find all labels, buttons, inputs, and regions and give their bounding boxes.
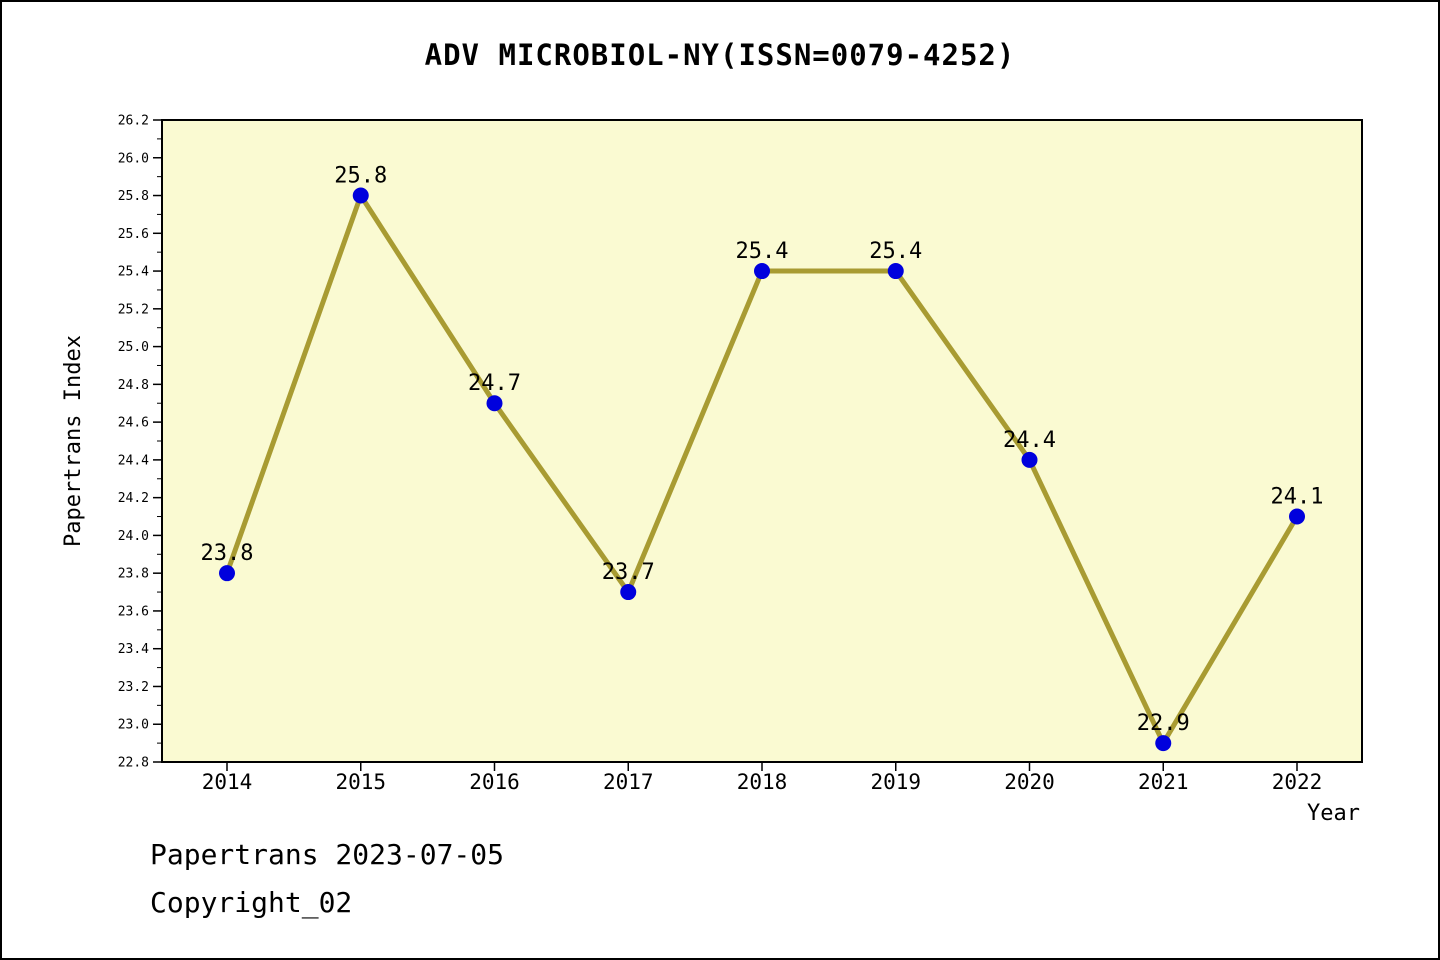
chart-title: ADV MICROBIOL-NY(ISSN=0079-4252) <box>424 38 1016 72</box>
x-tick-label: 2014 <box>202 770 253 794</box>
data-point <box>887 263 904 280</box>
data-point <box>352 187 369 204</box>
data-point-label: 25.4 <box>736 239 789 264</box>
data-point <box>1289 508 1305 525</box>
data-point-label: 23.7 <box>602 560 655 585</box>
x-axis-title: Year <box>1307 801 1360 826</box>
x-tick-label: 2021 <box>1138 770 1189 794</box>
footer-copyright: Copyright_02 <box>150 886 353 919</box>
data-point-label: 24.4 <box>1003 428 1056 453</box>
y-tick-label: 25.0 <box>118 340 149 355</box>
x-tick-label: 2017 <box>603 770 654 794</box>
data-point-label: 24.7 <box>468 371 521 396</box>
y-axis-title: Papertrans Index <box>61 335 86 547</box>
y-tick-label: 23.2 <box>118 680 149 695</box>
y-tick-label: 24.0 <box>118 529 149 544</box>
data-point-label: 22.9 <box>1137 711 1190 736</box>
data-point <box>620 584 637 601</box>
y-tick-label: 23.0 <box>118 718 149 733</box>
y-tick-label: 22.8 <box>118 756 149 771</box>
data-point <box>1155 735 1172 752</box>
data-point <box>486 395 503 412</box>
x-tick-label: 2018 <box>737 770 788 794</box>
y-tick-label: 25.4 <box>118 265 149 280</box>
data-point-label: 23.8 <box>201 541 254 566</box>
y-tick-label: 23.8 <box>118 567 149 582</box>
x-tick-label: 2015 <box>335 770 386 794</box>
x-tick-label: 2022 <box>1272 770 1323 794</box>
y-tick-label: 26.2 <box>118 114 149 129</box>
y-tick-label: 24.4 <box>118 453 149 468</box>
plot-area <box>161 119 1363 763</box>
y-tick-label: 23.4 <box>118 642 149 657</box>
y-tick-label: 25.2 <box>118 302 149 317</box>
x-tick-label: 2016 <box>469 770 520 794</box>
x-tick-label: 2020 <box>1004 770 1055 794</box>
data-point-label: 25.4 <box>869 239 922 264</box>
data-point-label: 24.1 <box>1271 485 1324 510</box>
data-point-label: 25.8 <box>334 164 387 189</box>
data-point <box>754 263 770 280</box>
data-point <box>219 565 235 582</box>
y-tick-label: 23.6 <box>118 604 149 619</box>
data-point <box>1021 451 1038 468</box>
y-tick-label: 24.8 <box>118 378 149 393</box>
y-tick-label: 26.0 <box>118 151 149 166</box>
y-tick-label: 24.6 <box>118 416 149 431</box>
footer-source-date: Papertrans 2023-07-05 <box>150 838 505 871</box>
y-tick-label: 24.2 <box>118 491 149 506</box>
y-tick-label: 25.6 <box>118 227 149 242</box>
x-tick-label: 2019 <box>870 770 921 794</box>
y-tick-label: 25.8 <box>118 189 149 204</box>
